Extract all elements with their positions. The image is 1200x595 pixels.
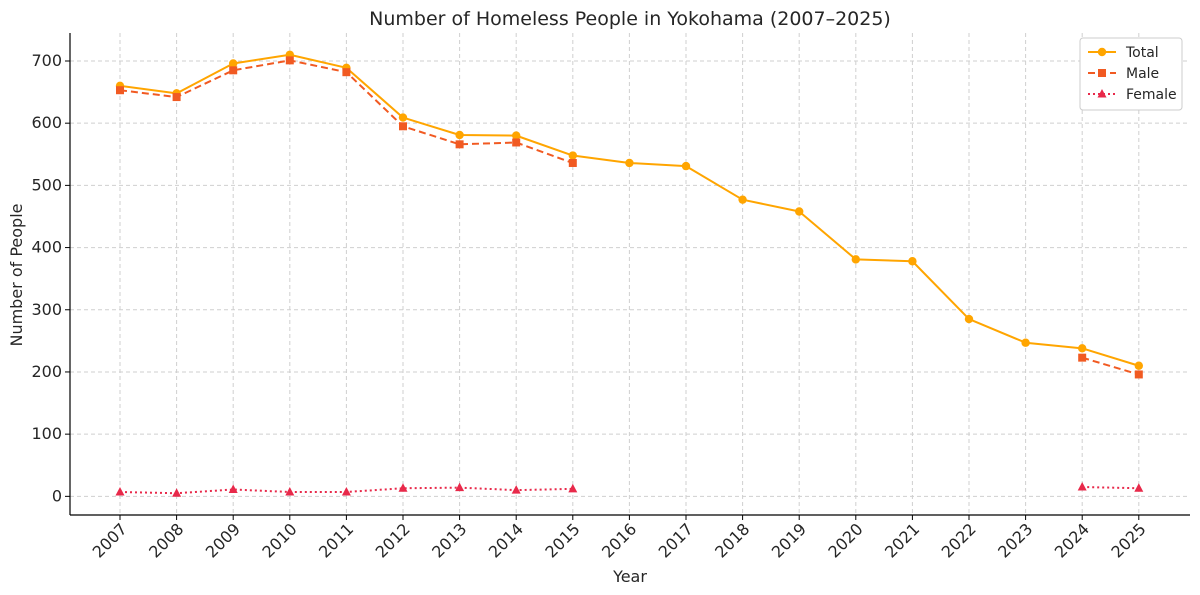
female-point [172,488,182,497]
legend-total-marker [1097,47,1107,57]
x-tick-label: 2009 [202,519,244,561]
x-tick-labels: 2007 2008 2009 2010 2011 2012 2013 2014 2015 2016… [89,515,1150,562]
x-tick-label: 2010 [258,519,300,561]
male-point [568,158,577,167]
female-point [228,484,238,494]
male-point [342,68,351,77]
x-tick-label: 2018 [711,519,753,561]
total-point [964,314,974,324]
male-point [1134,370,1143,379]
female-point [398,483,408,492]
series-total [115,50,1144,370]
male-point [399,122,407,131]
total-point [229,59,238,68]
total-point [795,207,804,216]
male-point [116,86,124,95]
axes [69,33,1190,516]
x-tick-label: 2013 [428,519,470,561]
x-tick-label: 2020 [824,519,866,561]
y-tick-label: 200 [31,362,62,381]
y-tick-label: 500 [31,175,62,194]
female-point [1134,483,1144,492]
legend-female-marker [1097,89,1107,98]
x-tick-label: 2008 [145,519,187,561]
x-axis-label: Year [612,567,647,586]
male-line [1081,356,1140,376]
legend-male-marker [1098,69,1106,77]
total-point [455,130,464,140]
x-tick-label: 2011 [315,519,357,561]
total-point [1021,338,1030,347]
legend-box [1079,37,1183,111]
y-tick-label: 100 [31,424,62,443]
male-point [1078,353,1087,362]
total-point [512,131,521,140]
total-point [398,113,408,122]
y-tick-label: 600 [31,113,62,132]
total-point [738,195,747,204]
x-tick-label: 2012 [372,519,414,561]
x-tick-label: 2017 [655,519,697,561]
y-axis-label: Number of People [7,203,26,346]
total-point [851,255,860,264]
female-point [115,486,125,496]
x-tick-label: 2023 [994,519,1036,561]
legend-male-label: Male [1126,66,1159,82]
grid [70,33,1190,515]
y-tick-labels: 0 100 200 300 400 500 600 700 [31,51,70,505]
total-point [568,151,577,160]
legend: Total Male Female [1079,37,1183,111]
y-tick-label: 400 [31,238,62,257]
male-point [229,66,238,75]
legend-total-label: Total [1125,45,1159,61]
male-point [172,93,181,102]
chart-title: Number of Homeless People in Yokohama (2… [369,8,891,30]
y-tick-label: 300 [31,300,62,319]
female-line [1082,486,1139,490]
series-male [116,56,1143,379]
series-group [115,50,1144,497]
y-tick-label: 700 [31,51,62,70]
female-point [455,482,465,492]
total-point [625,158,634,168]
female-point [511,485,521,494]
x-tick-label: 2021 [881,519,923,561]
male-point [455,140,464,149]
female-point [568,483,578,493]
x-tick-label: 2007 [89,519,131,561]
x-tick-label: 2025 [1107,519,1149,561]
x-tick-label: 2015 [541,519,583,561]
series-female [115,482,1144,497]
x-tick-label: 2022 [938,519,980,561]
total-point [908,257,917,266]
male-point [285,56,294,65]
x-tick-label: 2024 [1051,519,1093,561]
male-point [512,138,521,147]
x-tick-label: 2014 [485,519,527,561]
total-point [1134,361,1144,370]
x-tick-label: 2019 [768,519,810,561]
legend-female-label: Female [1126,87,1177,103]
female-point [1077,482,1087,491]
female-point [285,486,295,496]
total-point [1078,344,1087,353]
female-point [341,486,351,496]
total-point [681,161,691,171]
x-tick-label: 2016 [598,519,640,561]
y-tick-label: 0 [52,486,62,505]
